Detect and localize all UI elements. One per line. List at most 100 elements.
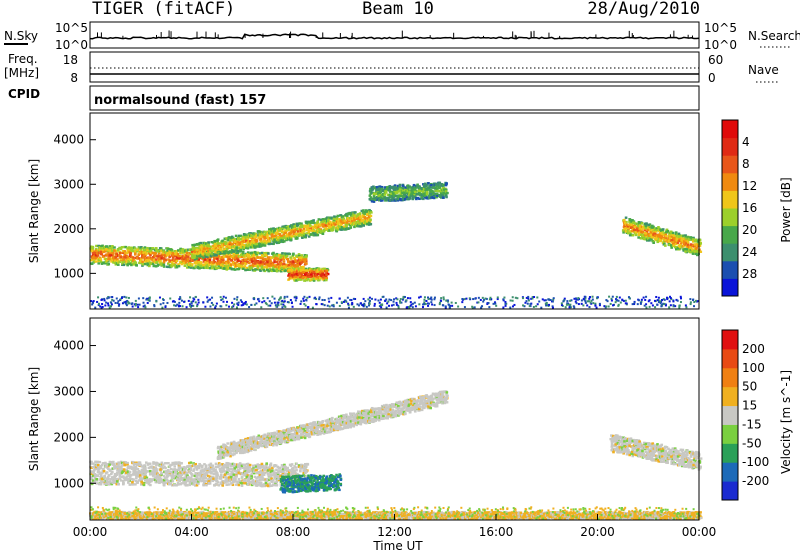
echo-cell — [249, 264, 252, 268]
echo-cell — [119, 257, 123, 261]
echo-cell — [325, 273, 328, 277]
echo-cell — [295, 254, 298, 258]
echo-cell — [326, 272, 330, 276]
echo-cell — [366, 221, 370, 224]
echo-cell — [229, 263, 233, 266]
echo-cell — [444, 305, 447, 308]
echo-cell — [253, 296, 256, 299]
echo-cell — [273, 235, 277, 239]
echo-cell — [121, 262, 124, 265]
echo-cell — [367, 221, 371, 224]
echo-cell — [321, 274, 324, 278]
echo-cell — [420, 193, 424, 196]
echo-cell — [306, 232, 309, 235]
echo-cell — [149, 262, 153, 265]
echo-cell — [102, 248, 105, 252]
echo-cell — [230, 239, 233, 242]
echo-cell — [560, 302, 563, 305]
echo-cell — [286, 295, 289, 298]
echo-cell — [548, 303, 551, 306]
echo-cell — [278, 229, 281, 232]
echo-cell — [327, 219, 330, 223]
echo-cell — [142, 249, 146, 252]
echo-cell — [133, 247, 137, 250]
echo-cell — [236, 302, 239, 305]
echo-cell — [254, 260, 257, 263]
echo-cell — [190, 263, 194, 266]
echo-cell — [394, 191, 398, 195]
echo-cell — [411, 302, 414, 305]
echo-cell — [349, 298, 352, 301]
echo-cell — [120, 256, 123, 259]
echo-cell — [138, 303, 141, 306]
echo-cell — [624, 299, 627, 302]
echo-cell — [266, 262, 270, 265]
echo-cell — [206, 266, 209, 270]
echo-cell — [307, 230, 311, 234]
echo-cell — [110, 260, 113, 263]
echo-cell — [672, 244, 676, 247]
echo-cell — [621, 298, 624, 301]
echo-cell — [657, 226, 660, 229]
echo-cell — [286, 233, 289, 236]
echo-cell — [305, 228, 309, 232]
echo-cell — [369, 210, 372, 213]
echo-cell — [442, 296, 445, 299]
echo-cell — [113, 249, 116, 252]
echo-cell — [187, 299, 190, 302]
echo-cell — [335, 217, 339, 220]
echo-cell — [338, 297, 341, 300]
echo-cell — [283, 295, 286, 298]
echo-cell — [232, 250, 235, 253]
echo-cell — [287, 301, 290, 304]
echo-cell — [144, 306, 147, 309]
echo-cell — [672, 243, 676, 246]
echo-cell — [110, 257, 114, 260]
echo-cell — [442, 304, 445, 307]
echo-cell — [672, 300, 675, 303]
echo-cell — [363, 302, 366, 305]
echo-cell — [388, 190, 392, 193]
echo-cell — [111, 246, 114, 249]
echo-cell — [130, 303, 133, 306]
echo-cell — [380, 199, 383, 202]
echo-cell — [309, 229, 313, 232]
echo-cell — [295, 297, 298, 300]
echo-cell — [305, 273, 308, 276]
echo-cell — [362, 304, 365, 307]
echo-cell — [168, 255, 171, 259]
echo-cell — [525, 300, 528, 303]
echo-cell — [99, 305, 102, 308]
echo-cell — [322, 278, 326, 282]
echo-cell — [210, 249, 213, 253]
echo-cell — [114, 256, 118, 259]
power-ylabel: Slant Range [km] — [27, 159, 41, 263]
echo-cell — [588, 306, 591, 309]
echo-cell — [121, 260, 124, 263]
echo-cell — [316, 226, 320, 229]
echo-cell — [225, 237, 228, 240]
echo-cell — [129, 252, 133, 255]
echo-cell — [160, 256, 164, 259]
echo-cell — [328, 305, 331, 308]
echo-cell — [146, 246, 149, 250]
echo-cell — [692, 250, 695, 254]
echo-cell — [552, 297, 555, 300]
echo-cell — [102, 250, 105, 254]
echo-cell — [236, 296, 239, 299]
echo-cell — [228, 253, 232, 256]
echo-cell — [536, 303, 539, 306]
echo-cell — [90, 300, 93, 303]
echo-cell — [287, 227, 290, 230]
echo-cell — [166, 251, 170, 255]
echo-cell — [141, 255, 144, 259]
echo-cell — [156, 250, 159, 253]
echo-cell — [231, 236, 235, 240]
echo-cell — [155, 248, 158, 251]
echo-cell — [91, 245, 95, 249]
echo-cell — [111, 471, 114, 474]
echo-cell — [441, 187, 445, 190]
echo-cell — [219, 248, 223, 252]
colorbar-swatch — [722, 137, 738, 156]
echo-cell — [132, 256, 135, 260]
